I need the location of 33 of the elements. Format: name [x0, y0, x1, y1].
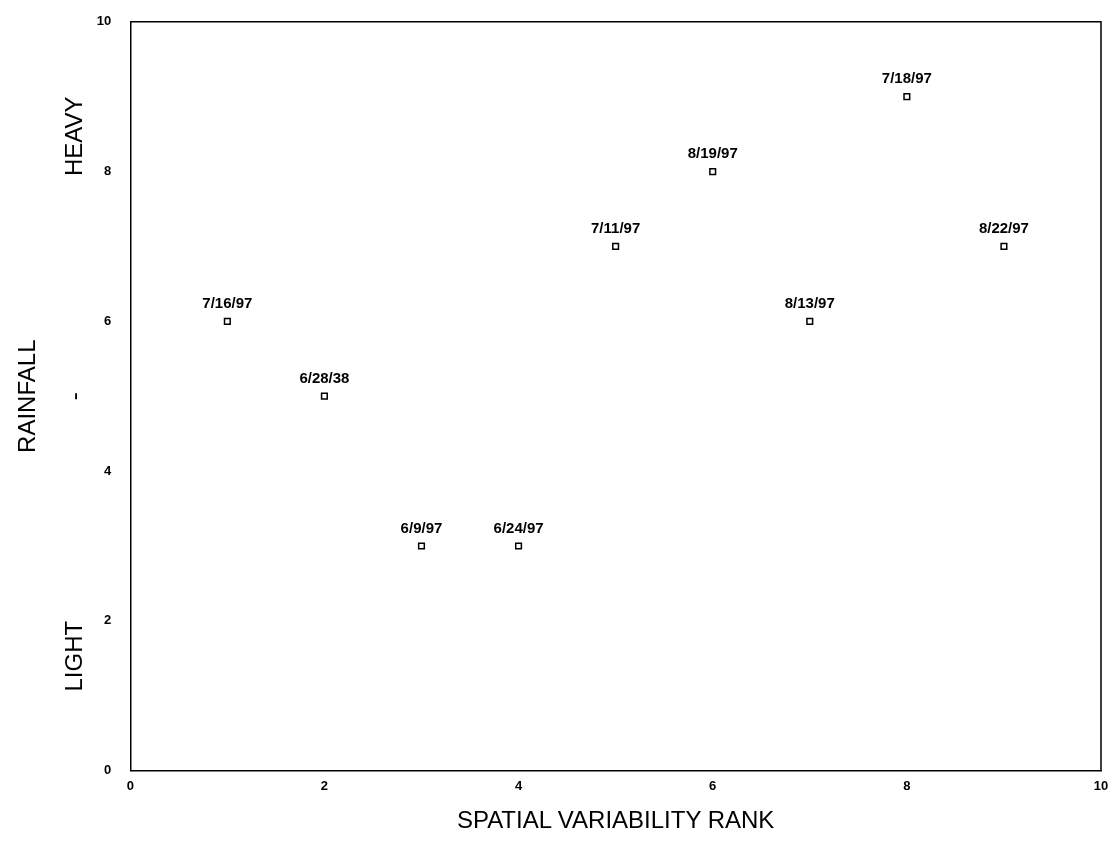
point	[417, 542, 426, 550]
annotation: 6/28/38	[299, 368, 350, 386]
x-tick-label: 8	[903, 777, 911, 793]
y-tick-label: 4	[104, 462, 113, 478]
point	[320, 392, 328, 400]
point	[514, 542, 523, 550]
y-tick-label: 8	[104, 163, 112, 179]
y-tick-label: 10	[96, 13, 112, 29]
annotation: 8/13/97	[784, 293, 835, 311]
x-tick-label: 0	[126, 777, 134, 793]
point	[612, 242, 620, 251]
text: LIGHT - HEAVY	[59, 96, 87, 692]
annotation: 8/22/97	[978, 219, 1029, 237]
annotation: 6/24/97	[493, 518, 544, 536]
x-axis-title: SPATIAL VARIABILITY RANK	[456, 806, 775, 834]
annotation: 6/9/97	[400, 518, 443, 536]
annotation: 7/11/97	[591, 219, 641, 237]
point	[806, 317, 814, 325]
y-axis-title: RAINFALL	[13, 339, 41, 453]
y-tick-label: 0	[104, 762, 112, 778]
x-tick-label: 6	[709, 777, 717, 793]
point	[709, 167, 717, 176]
y-tick-label: 2	[104, 612, 112, 628]
annotation: 7/16/97	[202, 293, 253, 311]
x-tick-label: 10	[1093, 777, 1109, 793]
point	[1000, 242, 1008, 251]
point	[223, 317, 231, 325]
x-tick-label: 4	[514, 777, 523, 793]
annotation: 8/19/97	[687, 144, 738, 162]
point	[903, 93, 911, 101]
x-tick-label: 2	[320, 777, 329, 793]
y-tick-label: 6	[104, 312, 112, 328]
annotation: 7/18/97	[881, 69, 932, 87]
